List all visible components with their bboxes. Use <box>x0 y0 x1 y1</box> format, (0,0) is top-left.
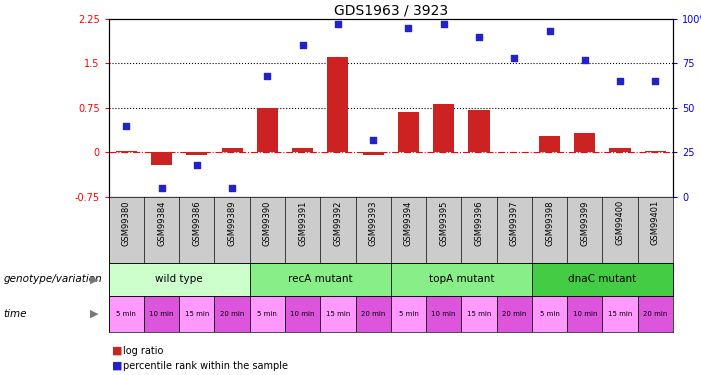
Bar <box>532 296 567 332</box>
Bar <box>109 296 144 332</box>
Bar <box>461 296 496 332</box>
Text: GSM99398: GSM99398 <box>545 200 554 246</box>
Text: time: time <box>4 309 27 319</box>
Bar <box>638 296 673 332</box>
Bar <box>398 112 419 152</box>
Text: dnaC mutant: dnaC mutant <box>569 274 637 284</box>
Text: GSM99401: GSM99401 <box>651 200 660 245</box>
Text: GSM99393: GSM99393 <box>369 200 378 246</box>
Point <box>332 21 343 27</box>
Text: GSM99384: GSM99384 <box>157 200 166 246</box>
Text: GSM99386: GSM99386 <box>192 200 201 246</box>
Bar <box>496 296 532 332</box>
Bar <box>186 152 207 155</box>
Bar <box>362 152 383 155</box>
Bar <box>179 296 215 332</box>
Text: wild type: wild type <box>156 274 203 284</box>
Bar <box>391 296 426 332</box>
Text: 20 min: 20 min <box>502 311 526 317</box>
Text: 10 min: 10 min <box>149 311 174 317</box>
Point <box>226 185 238 191</box>
Point <box>261 73 273 79</box>
Bar <box>250 296 285 332</box>
Point <box>297 42 308 48</box>
Text: log ratio: log ratio <box>123 346 163 355</box>
Text: genotype/variation: genotype/variation <box>4 274 102 284</box>
Text: 15 min: 15 min <box>467 311 491 317</box>
Text: ■: ■ <box>112 346 123 355</box>
Bar <box>532 262 673 296</box>
Bar <box>468 110 489 152</box>
Bar <box>327 57 348 152</box>
Text: GSM99394: GSM99394 <box>404 200 413 246</box>
Bar <box>567 296 602 332</box>
Text: ■: ■ <box>112 361 123 370</box>
Bar <box>645 150 666 152</box>
Text: GSM99396: GSM99396 <box>475 200 484 246</box>
Text: 5 min: 5 min <box>116 311 136 317</box>
Text: 10 min: 10 min <box>290 311 315 317</box>
Point <box>473 34 484 40</box>
Bar <box>109 262 250 296</box>
Text: 10 min: 10 min <box>573 311 597 317</box>
Text: 10 min: 10 min <box>431 311 456 317</box>
Text: GSM99392: GSM99392 <box>334 200 342 246</box>
Text: 5 min: 5 min <box>398 311 418 317</box>
Point <box>156 185 167 191</box>
Bar <box>433 104 454 152</box>
Point <box>121 123 132 129</box>
Text: 20 min: 20 min <box>361 311 386 317</box>
Point <box>579 57 590 63</box>
Text: ▶: ▶ <box>90 309 99 319</box>
Bar <box>602 296 638 332</box>
Text: 20 min: 20 min <box>643 311 667 317</box>
Point <box>615 78 626 84</box>
Text: ▶: ▶ <box>90 274 99 284</box>
Point <box>438 21 449 27</box>
Point <box>509 55 520 61</box>
Text: recA mutant: recA mutant <box>288 274 353 284</box>
Text: GSM99380: GSM99380 <box>122 200 131 246</box>
Bar <box>574 133 595 152</box>
Text: GSM99389: GSM99389 <box>228 200 237 246</box>
Text: GSM99400: GSM99400 <box>615 200 625 245</box>
Text: 5 min: 5 min <box>257 311 278 317</box>
Text: 20 min: 20 min <box>220 311 244 317</box>
Text: GSM99397: GSM99397 <box>510 200 519 246</box>
Point <box>650 78 661 84</box>
Point <box>544 28 555 34</box>
Text: GSM99390: GSM99390 <box>263 200 272 246</box>
Point <box>367 137 379 143</box>
Bar <box>292 148 313 152</box>
Text: GSM99391: GSM99391 <box>298 200 307 246</box>
Bar <box>215 296 250 332</box>
Bar <box>285 296 320 332</box>
Bar <box>257 108 278 152</box>
Bar <box>609 148 631 152</box>
Bar <box>539 136 560 152</box>
Bar <box>320 296 355 332</box>
Text: topA mutant: topA mutant <box>428 274 494 284</box>
Bar <box>151 152 172 165</box>
Point <box>191 162 203 168</box>
Bar <box>355 296 391 332</box>
Text: 15 min: 15 min <box>184 311 209 317</box>
Text: GSM99395: GSM99395 <box>440 200 448 246</box>
Text: 15 min: 15 min <box>326 311 350 317</box>
Text: percentile rank within the sample: percentile rank within the sample <box>123 361 287 370</box>
Text: 5 min: 5 min <box>540 311 559 317</box>
Bar <box>426 296 461 332</box>
Point <box>403 25 414 31</box>
Bar <box>144 296 179 332</box>
Bar <box>391 262 532 296</box>
Text: GSM99399: GSM99399 <box>580 200 590 246</box>
Bar <box>116 150 137 152</box>
Bar <box>250 262 391 296</box>
Title: GDS1963 / 3923: GDS1963 / 3923 <box>334 4 448 18</box>
Text: 15 min: 15 min <box>608 311 632 317</box>
Bar <box>222 148 243 152</box>
